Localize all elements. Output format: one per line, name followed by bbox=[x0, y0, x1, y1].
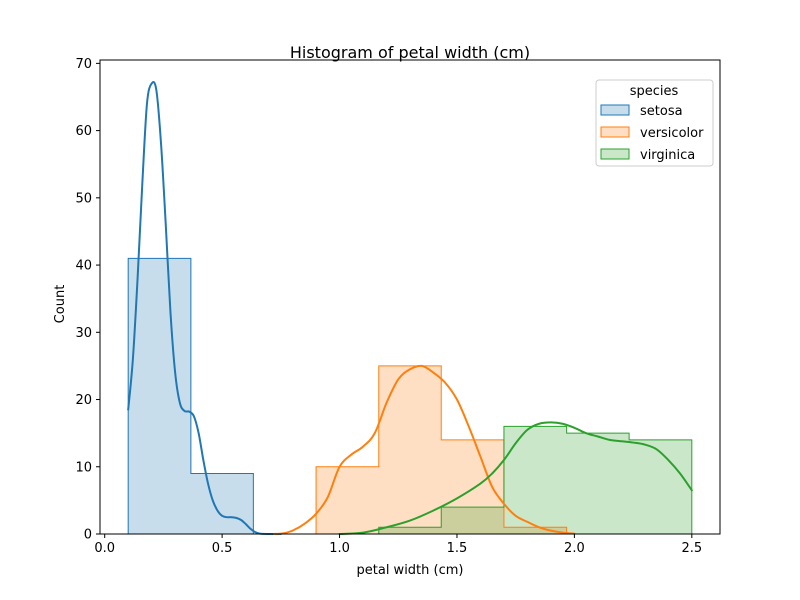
legend-title: species bbox=[630, 84, 679, 99]
kde-line-versicolor bbox=[272, 364, 576, 535]
x-tick-label: 2.5 bbox=[681, 541, 702, 556]
legend-swatch-versicolor bbox=[600, 126, 630, 138]
chart-title: Histogram of petal width (cm) bbox=[290, 43, 530, 62]
legend-label-versicolor: versicolor bbox=[640, 126, 704, 141]
y-tick-label: 10 bbox=[75, 460, 92, 475]
y-tick-label: 20 bbox=[75, 393, 92, 408]
legend: species setosa versicolor virginica bbox=[595, 79, 714, 167]
histogram-fills bbox=[128, 258, 692, 534]
legend-swatch-setosa bbox=[600, 104, 630, 116]
legend-label-setosa: setosa bbox=[640, 104, 683, 119]
y-tick-label: 60 bbox=[75, 124, 92, 139]
hist-fill-setosa bbox=[128, 258, 692, 534]
y-tick-label: 0 bbox=[84, 528, 92, 543]
legend-entry-versicolor: versicolor bbox=[600, 126, 704, 141]
hist-fill-virginica bbox=[128, 426, 692, 534]
x-tick-label: 2.0 bbox=[564, 541, 585, 556]
axes-frame bbox=[99, 59, 721, 535]
kde-curves bbox=[127, 81, 693, 536]
x-axis-ticks: 0.0 0.5 1.0 1.5 2.0 2.5 bbox=[94, 534, 702, 556]
y-tick-label: 40 bbox=[75, 259, 92, 274]
y-axis-ticks: 0 10 20 30 40 50 60 70 bbox=[75, 57, 100, 543]
hist-fill-versicolor bbox=[128, 365, 692, 534]
x-tick-label: 1.5 bbox=[447, 541, 468, 556]
y-tick-label: 50 bbox=[75, 191, 92, 206]
legend-label-virginica: virginica bbox=[640, 148, 695, 163]
x-axis-label: petal width (cm) bbox=[357, 563, 464, 578]
x-tick-label: 0.0 bbox=[94, 541, 115, 556]
x-tick-label: 1.0 bbox=[329, 541, 350, 556]
x-tick-label: 0.5 bbox=[212, 541, 233, 556]
legend-frame bbox=[595, 79, 714, 167]
kde-line-setosa bbox=[127, 81, 282, 536]
y-axis-label: Count bbox=[53, 285, 68, 324]
y-tick-label: 30 bbox=[75, 326, 92, 341]
kde-line-virginica bbox=[338, 421, 693, 535]
legend-swatch-virginica bbox=[600, 148, 630, 160]
legend-entry-setosa: setosa bbox=[600, 104, 683, 119]
legend-entry-virginica: virginica bbox=[600, 148, 695, 163]
y-tick-label: 70 bbox=[75, 57, 92, 72]
